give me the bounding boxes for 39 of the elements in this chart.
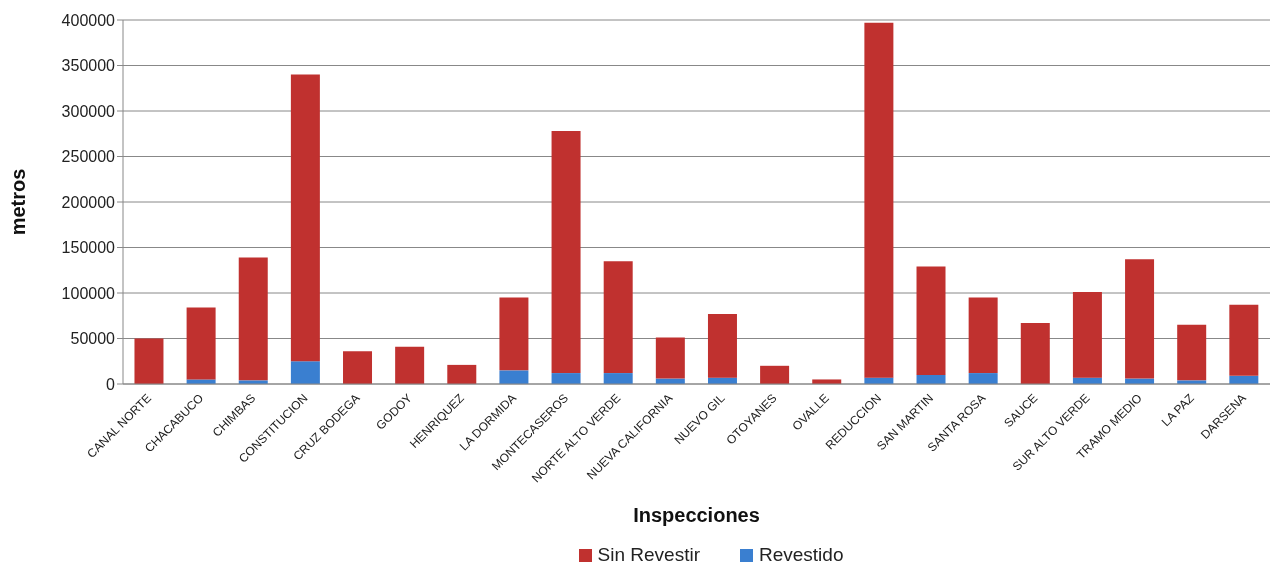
bar <box>186 307 216 380</box>
y-tick-label: 350000 <box>61 57 116 75</box>
bar <box>1125 259 1155 379</box>
y-axis-title: metros <box>7 168 30 236</box>
y-tick-label: 0 <box>106 375 116 393</box>
bar <box>968 297 998 374</box>
y-tick-label: 250000 <box>61 148 116 166</box>
bar <box>447 364 477 384</box>
bar <box>551 373 581 384</box>
y-tick-label: 400000 <box>61 11 116 29</box>
legend-label: Sin Revestir <box>597 544 700 566</box>
bar <box>707 313 737 378</box>
y-tick-label: 50000 <box>70 330 116 348</box>
y-tick-label: 300000 <box>61 102 116 120</box>
bar <box>1177 324 1207 381</box>
bar <box>864 22 894 378</box>
bar <box>760 365 790 384</box>
bar <box>551 131 581 374</box>
bar <box>290 74 320 362</box>
bar <box>499 370 529 384</box>
x-axis-title: Inspecciones <box>633 504 760 526</box>
y-tick-label: 150000 <box>61 239 116 257</box>
bar <box>395 346 425 384</box>
bar <box>290 361 320 384</box>
bar <box>603 261 633 374</box>
bar <box>916 266 946 375</box>
y-tick-label: 200000 <box>61 193 116 211</box>
bar <box>499 297 529 371</box>
bar <box>238 257 268 381</box>
bar <box>1229 304 1259 376</box>
bar <box>603 373 633 384</box>
bar <box>1020 323 1050 384</box>
bar <box>1072 292 1102 378</box>
bar <box>134 338 164 384</box>
bar <box>343 351 373 384</box>
bar <box>655 337 685 379</box>
y-tick-label: 100000 <box>61 284 116 302</box>
legend-label: Revestido <box>758 544 844 566</box>
bar <box>968 373 998 384</box>
